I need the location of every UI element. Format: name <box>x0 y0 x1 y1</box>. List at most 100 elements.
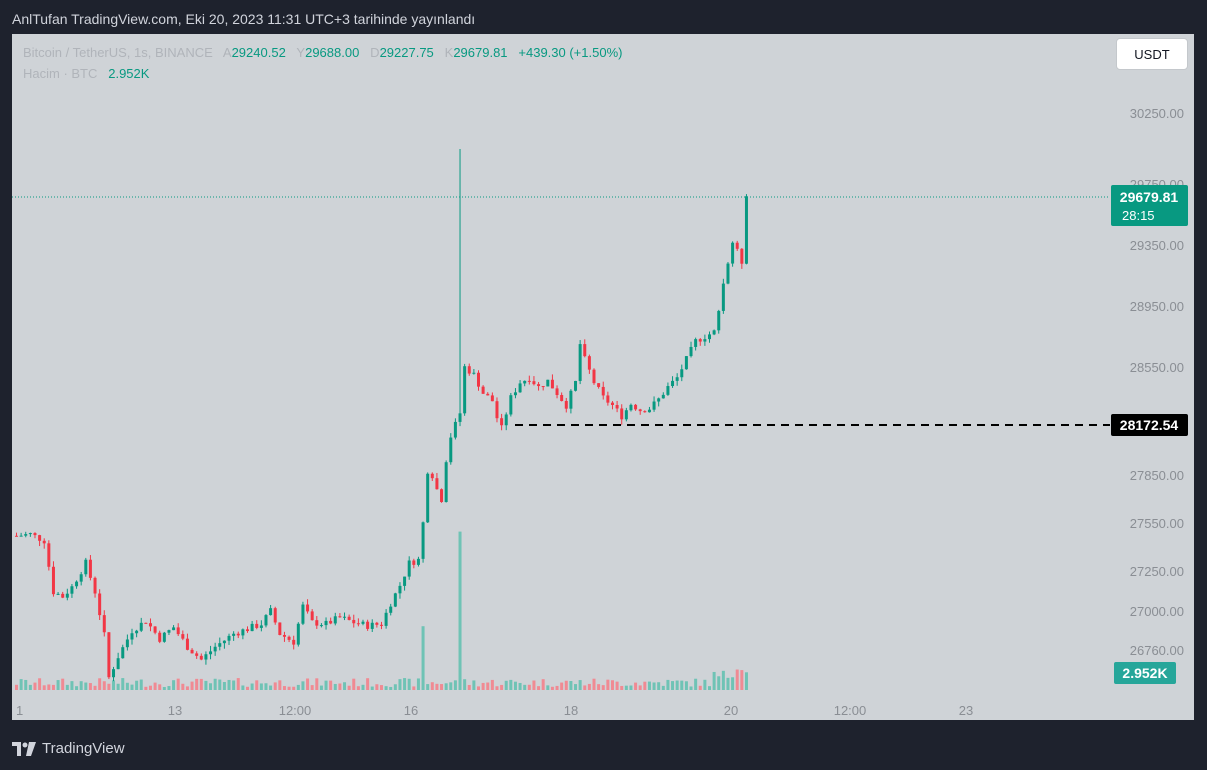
high-value: 29688.00 <box>305 45 360 60</box>
volume-bar <box>222 682 226 690</box>
volume-bar <box>615 681 619 690</box>
candle-body <box>601 386 605 396</box>
volume-bar <box>467 684 471 690</box>
close-value: 29679.81 <box>453 45 508 60</box>
candle-body <box>740 248 744 264</box>
candle-body <box>51 566 55 595</box>
volume-bar <box>712 671 716 690</box>
volume-bar <box>412 686 416 690</box>
volume-bar <box>675 680 679 690</box>
open-value: 29240.52 <box>231 45 286 60</box>
volume-bar <box>199 678 203 690</box>
footer-brand: TradingView <box>42 740 125 757</box>
candle-body <box>703 339 707 342</box>
volume-bar <box>509 679 513 690</box>
volume-bar <box>698 685 702 690</box>
volume-bar <box>666 679 670 690</box>
y-tick-label: 30250.00 <box>1130 106 1184 121</box>
close-label: K <box>444 45 454 60</box>
candle-body <box>472 372 476 374</box>
volume-bar <box>135 680 139 690</box>
candle-body <box>144 622 148 624</box>
volume-bar <box>449 682 453 690</box>
candlestick-chart[interactable]: 30250.00 29750.00 29350.00 28950.00 2855… <box>12 34 1194 720</box>
volume-bar <box>717 676 721 690</box>
last-price-value: 29679.81 <box>1120 189 1179 205</box>
candle-body <box>88 559 92 578</box>
tradingview-logo[interactable]: TradingView <box>12 740 125 757</box>
candle-body <box>241 629 245 636</box>
candle-body <box>735 242 739 249</box>
candle-body <box>204 654 208 660</box>
candle-body <box>65 593 69 598</box>
candle-body <box>172 627 176 631</box>
candle-body <box>107 632 111 678</box>
volume-bar <box>638 685 642 690</box>
volume-bar <box>671 681 675 690</box>
candle-body <box>19 535 23 537</box>
volume-bar <box>38 678 42 690</box>
time-axis[interactable]: 1 13 12:00 16 18 20 12:00 23 <box>16 703 973 718</box>
published-header: AnlTufan TradingView.com, Eki 20, 2023 1… <box>12 11 476 27</box>
volume-bar <box>523 684 527 690</box>
candle-body <box>61 593 65 598</box>
candle-body <box>181 634 185 639</box>
volume-bar <box>370 686 374 690</box>
candle-body <box>269 608 273 616</box>
candle-body <box>412 560 416 565</box>
symbol-title[interactable]: Bitcoin / TetherUS, 1s, BINANCE <box>23 45 213 60</box>
candle-body <box>657 398 661 402</box>
volume-bar <box>181 683 185 690</box>
candle-body <box>366 621 370 629</box>
candle-body <box>583 344 587 357</box>
volume-bar <box>227 679 231 690</box>
volume-bar <box>139 679 143 690</box>
candle-body <box>453 421 457 438</box>
volume-bar <box>583 685 587 690</box>
volume-bar <box>518 682 522 690</box>
level-price-badge: 28172.54 <box>1111 414 1188 436</box>
volume-bar <box>42 685 46 690</box>
candle-body <box>273 608 277 623</box>
volume-bar <box>731 677 735 690</box>
volume-bar <box>24 679 28 690</box>
candle-body <box>352 619 356 624</box>
candle-body <box>255 623 259 628</box>
candle-body <box>393 593 397 607</box>
currency-button[interactable]: USDT <box>1116 38 1188 70</box>
volume-bar <box>319 685 323 690</box>
candle-body <box>379 624 383 626</box>
volume-bar <box>726 677 730 690</box>
volume-bar <box>472 680 476 690</box>
candle-body <box>680 369 684 378</box>
candle-body <box>634 404 638 410</box>
candle-body <box>47 543 51 567</box>
volume-bar <box>343 682 347 690</box>
candle-body <box>606 395 610 403</box>
candle-body <box>694 339 698 347</box>
volume-bar <box>384 686 388 690</box>
volume-bar <box>440 684 444 690</box>
chart-pane[interactable]: 30250.00 29750.00 29350.00 28950.00 2855… <box>12 34 1194 720</box>
volume-bar <box>569 681 573 690</box>
x-tick-label: 12:00 <box>279 703 312 718</box>
candle-body <box>347 616 351 620</box>
candle-body <box>671 380 675 387</box>
last-price-badge: 29679.81 28:15 <box>1111 185 1188 226</box>
tradingview-logo-icon <box>12 741 36 756</box>
candle-body <box>333 616 337 624</box>
level-price-value: 28172.54 <box>1120 417 1179 433</box>
volume-label[interactable]: Hacim · BTC <box>23 66 98 81</box>
volume-bar <box>338 683 342 690</box>
volume-bar <box>477 686 480 690</box>
price-axis[interactable]: 30250.00 29750.00 29350.00 28950.00 2855… <box>1130 106 1184 658</box>
candle-body <box>421 522 425 559</box>
volume-bar <box>624 685 628 690</box>
candle-body <box>675 377 679 381</box>
volume-bar <box>550 686 554 690</box>
candle-body <box>167 630 171 633</box>
candle-body <box>537 384 541 387</box>
candles <box>15 148 748 682</box>
candle-body <box>292 639 296 645</box>
volume-bar <box>629 685 633 690</box>
